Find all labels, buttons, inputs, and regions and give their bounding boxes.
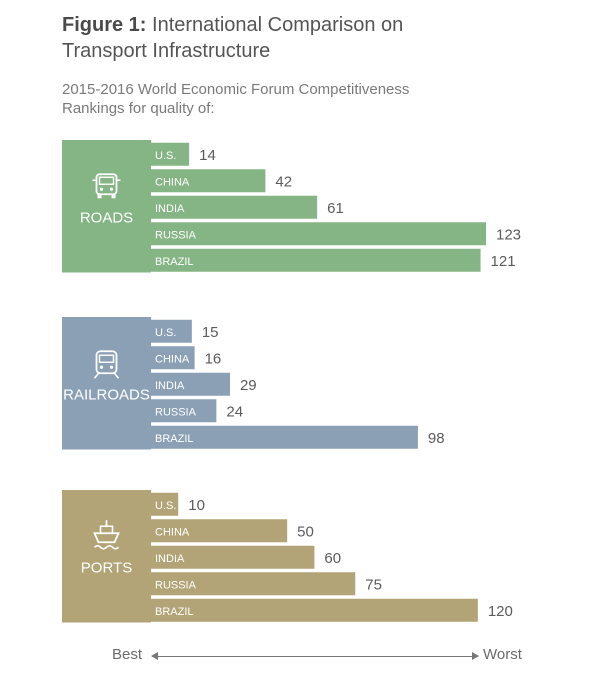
- value-label: 120: [488, 603, 513, 620]
- category-label: U.S.: [155, 500, 176, 512]
- group-label: PORTS: [81, 559, 132, 576]
- bar: [151, 169, 266, 193]
- bar: [151, 346, 195, 370]
- value-label: 123: [496, 226, 521, 243]
- group-panel: [62, 140, 151, 273]
- category-label: CHINA: [155, 353, 190, 365]
- bar: [151, 222, 486, 246]
- ship-icon: [93, 520, 120, 550]
- value-label: 50: [297, 523, 314, 540]
- category-label: U.S.: [155, 150, 176, 162]
- category-label: U.S.: [155, 327, 176, 339]
- category-label: CHINA: [155, 176, 190, 188]
- bar: [151, 492, 179, 516]
- bar: [151, 248, 481, 272]
- category-label: BRAZIL: [155, 606, 194, 618]
- best-label: Best: [112, 646, 143, 663]
- bar: [151, 519, 288, 543]
- bar: [151, 598, 478, 622]
- bar: [151, 142, 190, 166]
- subtitle-line-1: 2015-2016 World Economic Forum Competiti…: [62, 81, 410, 98]
- bar: [151, 195, 318, 219]
- value-label: 24: [226, 403, 243, 420]
- bar: [151, 545, 315, 569]
- category-label: INDIA: [155, 380, 185, 392]
- group-panel: [62, 490, 151, 623]
- group-label: ROADS: [80, 209, 133, 226]
- chart-subtitle: 2015-2016 World Economic Forum Competiti…: [62, 80, 409, 118]
- category-label: INDIA: [155, 553, 185, 565]
- double-arrow-icon: [151, 652, 479, 660]
- category-label: RUSSIA: [155, 579, 197, 591]
- category-label: CHINA: [155, 526, 190, 538]
- bar: [151, 425, 418, 449]
- value-label: 29: [240, 377, 257, 394]
- value-label: 15: [202, 324, 219, 341]
- train-icon: [93, 350, 120, 379]
- bar: [151, 319, 192, 343]
- bar: [151, 399, 217, 423]
- bar: [151, 372, 230, 396]
- value-label: 121: [491, 253, 516, 270]
- value-label: 42: [275, 173, 292, 190]
- title-line-1: International Comparison on: [152, 14, 404, 36]
- worst-label: Worst: [483, 646, 522, 663]
- value-label: 75: [365, 576, 382, 593]
- value-label: 16: [205, 350, 222, 367]
- truck-icon: [92, 173, 121, 199]
- value-label: 14: [199, 147, 216, 164]
- title-line-2: Transport Infrastructure: [62, 40, 271, 62]
- value-label: 98: [428, 430, 445, 447]
- category-label: BRAZIL: [155, 256, 194, 268]
- category-label: RUSSIA: [155, 406, 197, 418]
- category-label: BRAZIL: [155, 433, 194, 445]
- value-label: 61: [327, 200, 344, 217]
- category-label: INDIA: [155, 203, 185, 215]
- bar-group-roads: ROADS U.S. 14 CHINA 42 INDIA 61 RUSSIA 123 BRAZIL…: [62, 140, 521, 273]
- value-label: 60: [324, 550, 341, 567]
- figure-label: Figure 1:: [62, 14, 147, 36]
- subtitle-line-2: Rankings for quality of:: [62, 100, 215, 117]
- category-label: RUSSIA: [155, 229, 197, 241]
- bar-group-ports: PORTS U.S. 10 CHINA 50 INDIA 60 RUSSIA 75 BRAZIL 1…: [62, 490, 513, 623]
- chart-title: Figure 1: International Comparison on Tr…: [62, 12, 403, 64]
- bar-group-railroads: RAILROADS U.S. 15 CHINA 16 INDIA 29 RUSSIA 24 BRA…: [62, 317, 445, 450]
- group-label: RAILROADS: [63, 386, 150, 403]
- group-panel: [62, 317, 151, 450]
- value-label: 10: [188, 497, 205, 514]
- best-worst-axis: Best Worst: [0, 646, 591, 668]
- bar: [151, 572, 356, 596]
